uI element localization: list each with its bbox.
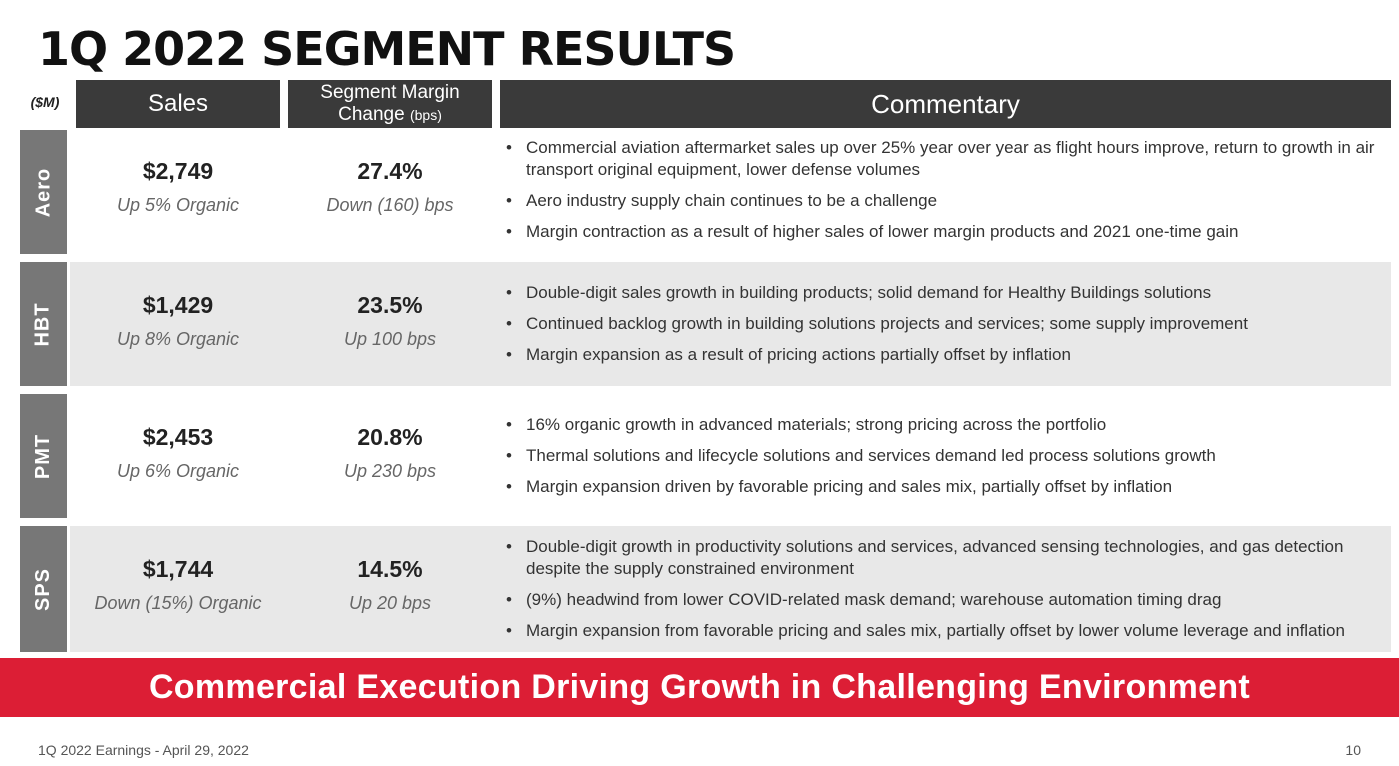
- segment-tab-sps: SPS: [20, 526, 67, 652]
- commentary-list: Commercial aviation aftermarket sales up…: [506, 137, 1387, 252]
- commentary-item: 16% organic growth in advanced materials…: [506, 414, 1387, 436]
- segment-tab-aero: Aero: [20, 130, 67, 254]
- segment-tab-hbt: HBT: [20, 262, 67, 386]
- summary-banner: Commercial Execution Driving Growth in C…: [0, 658, 1399, 717]
- sales-note: Up 6% Organic: [116, 461, 240, 481]
- commentary-item: Thermal solutions and lifecycle solution…: [506, 445, 1387, 467]
- commentary-item: Margin expansion driven by favorable pri…: [506, 476, 1387, 498]
- sales-cell: $1,429 Up 8% Organic: [76, 292, 280, 350]
- page-title: 1Q 2022 SEGMENT RESULTS: [38, 22, 736, 76]
- header-margin-line2-wrap: Change (bps): [338, 104, 442, 126]
- segment-tab-pmt: PMT: [20, 394, 67, 518]
- margin-value: 23.5%: [357, 292, 423, 318]
- commentary-item: Aero industry supply chain continues to …: [506, 190, 1387, 212]
- header-segment-margin: Segment Margin Change (bps): [288, 80, 492, 128]
- sales-value: $2,453: [142, 424, 214, 450]
- commentary-item: Margin contraction as a result of higher…: [506, 221, 1387, 243]
- header-margin-unit: (bps): [409, 107, 442, 123]
- sales-value: $1,744: [142, 556, 214, 582]
- sales-value: $1,429: [142, 292, 214, 318]
- units-label: ($M): [30, 94, 60, 110]
- margin-note: Down (160) bps: [326, 195, 454, 215]
- sales-value: $2,749: [142, 158, 214, 184]
- segment-row-hbt: HBT $1,429 Up 8% Organic 23.5% Up 100 bp…: [20, 262, 1391, 386]
- sales-cell: $2,453 Up 6% Organic: [76, 424, 280, 482]
- margin-cell: 14.5% Up 20 bps: [288, 556, 492, 614]
- margin-cell: 23.5% Up 100 bps: [288, 292, 492, 350]
- commentary-item: Commercial aviation aftermarket sales up…: [506, 137, 1387, 181]
- sales-cell: $2,749 Up 5% Organic: [76, 158, 280, 216]
- header-commentary: Commentary: [500, 80, 1391, 128]
- margin-cell: 27.4% Down (160) bps: [288, 158, 492, 216]
- sales-note: Down (15%) Organic: [94, 593, 262, 613]
- commentary-list: 16% organic growth in advanced materials…: [506, 414, 1387, 507]
- commentary-item: Margin expansion as a result of pricing …: [506, 344, 1387, 366]
- segment-row-pmt: PMT $2,453 Up 6% Organic 20.8% Up 230 bp…: [20, 394, 1391, 518]
- margin-note: Up 230 bps: [343, 461, 437, 481]
- sales-cell: $1,744 Down (15%) Organic: [76, 556, 280, 614]
- header-margin-line1: Segment Margin: [320, 82, 460, 103]
- segment-row-sps: SPS $1,744 Down (15%) Organic 14.5% Up 2…: [20, 526, 1391, 652]
- margin-value: 14.5%: [357, 556, 423, 582]
- commentary-item: Margin expansion from favorable pricing …: [506, 620, 1387, 642]
- segment-name: HBT: [31, 301, 54, 347]
- footer-text: 1Q 2022 Earnings - April 29, 2022: [38, 742, 249, 758]
- sales-note: Up 5% Organic: [116, 195, 240, 215]
- commentary-item: (9%) headwind from lower COVID-related m…: [506, 589, 1387, 611]
- commentary-list: Double-digit growth in productivity solu…: [506, 536, 1387, 651]
- commentary-item: Double-digit growth in productivity solu…: [506, 536, 1387, 580]
- margin-value: 27.4%: [357, 158, 423, 184]
- margin-cell: 20.8% Up 230 bps: [288, 424, 492, 482]
- segment-name: PMT: [32, 433, 54, 479]
- margin-note: Up 20 bps: [348, 593, 432, 613]
- header-margin-line2: Change: [338, 104, 405, 125]
- margin-note: Up 100 bps: [343, 329, 437, 349]
- commentary-list: Double-digit sales growth in building pr…: [506, 282, 1387, 375]
- sales-note: Up 8% Organic: [116, 329, 240, 349]
- segment-name: SPS: [32, 567, 54, 611]
- commentary-item: Continued backlog growth in building sol…: [506, 313, 1387, 335]
- margin-value: 20.8%: [357, 424, 423, 450]
- commentary-item: Double-digit sales growth in building pr…: [506, 282, 1387, 304]
- header-sales: Sales: [76, 80, 280, 128]
- segment-name: Aero: [32, 167, 55, 217]
- page-number: 10: [1345, 742, 1361, 758]
- segment-row-aero: Aero $2,749 Up 5% Organic 27.4% Down (16…: [20, 130, 1391, 254]
